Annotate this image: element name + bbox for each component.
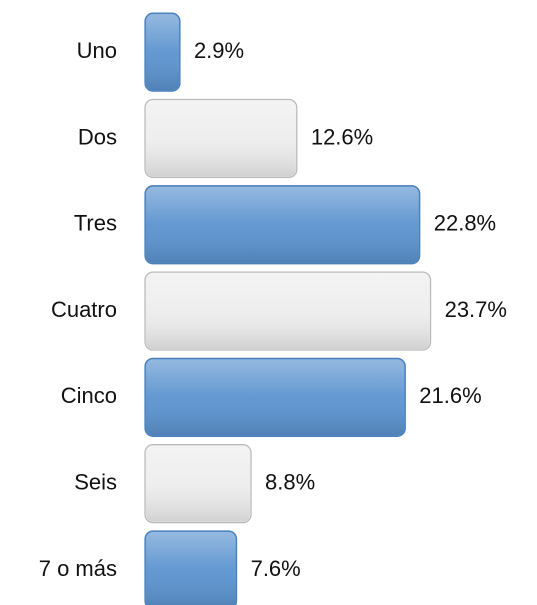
- value-label: 22.8%: [434, 211, 496, 236]
- category-label: Dos: [78, 124, 117, 149]
- category-label: Uno: [77, 38, 117, 63]
- value-label: 12.6%: [311, 124, 373, 149]
- bar-shine: [146, 359, 405, 436]
- category-label: Seis: [74, 469, 117, 494]
- value-label: 2.9%: [194, 38, 244, 63]
- bar-shine: [146, 100, 296, 177]
- bar-shine: [146, 186, 419, 263]
- bar-shine: [146, 273, 430, 350]
- category-label: Cinco: [61, 383, 117, 408]
- value-label: 7.6%: [251, 556, 301, 581]
- bar-shine: [146, 531, 236, 605]
- category-label: Cuatro: [51, 297, 117, 322]
- category-label: 7 o más: [39, 556, 117, 581]
- value-label: 8.8%: [265, 469, 315, 494]
- value-label: 23.7%: [445, 297, 507, 322]
- bar-shine: [146, 14, 179, 91]
- category-label: Tres: [74, 211, 117, 236]
- bar-shine: [146, 445, 251, 522]
- value-label: 21.6%: [419, 383, 481, 408]
